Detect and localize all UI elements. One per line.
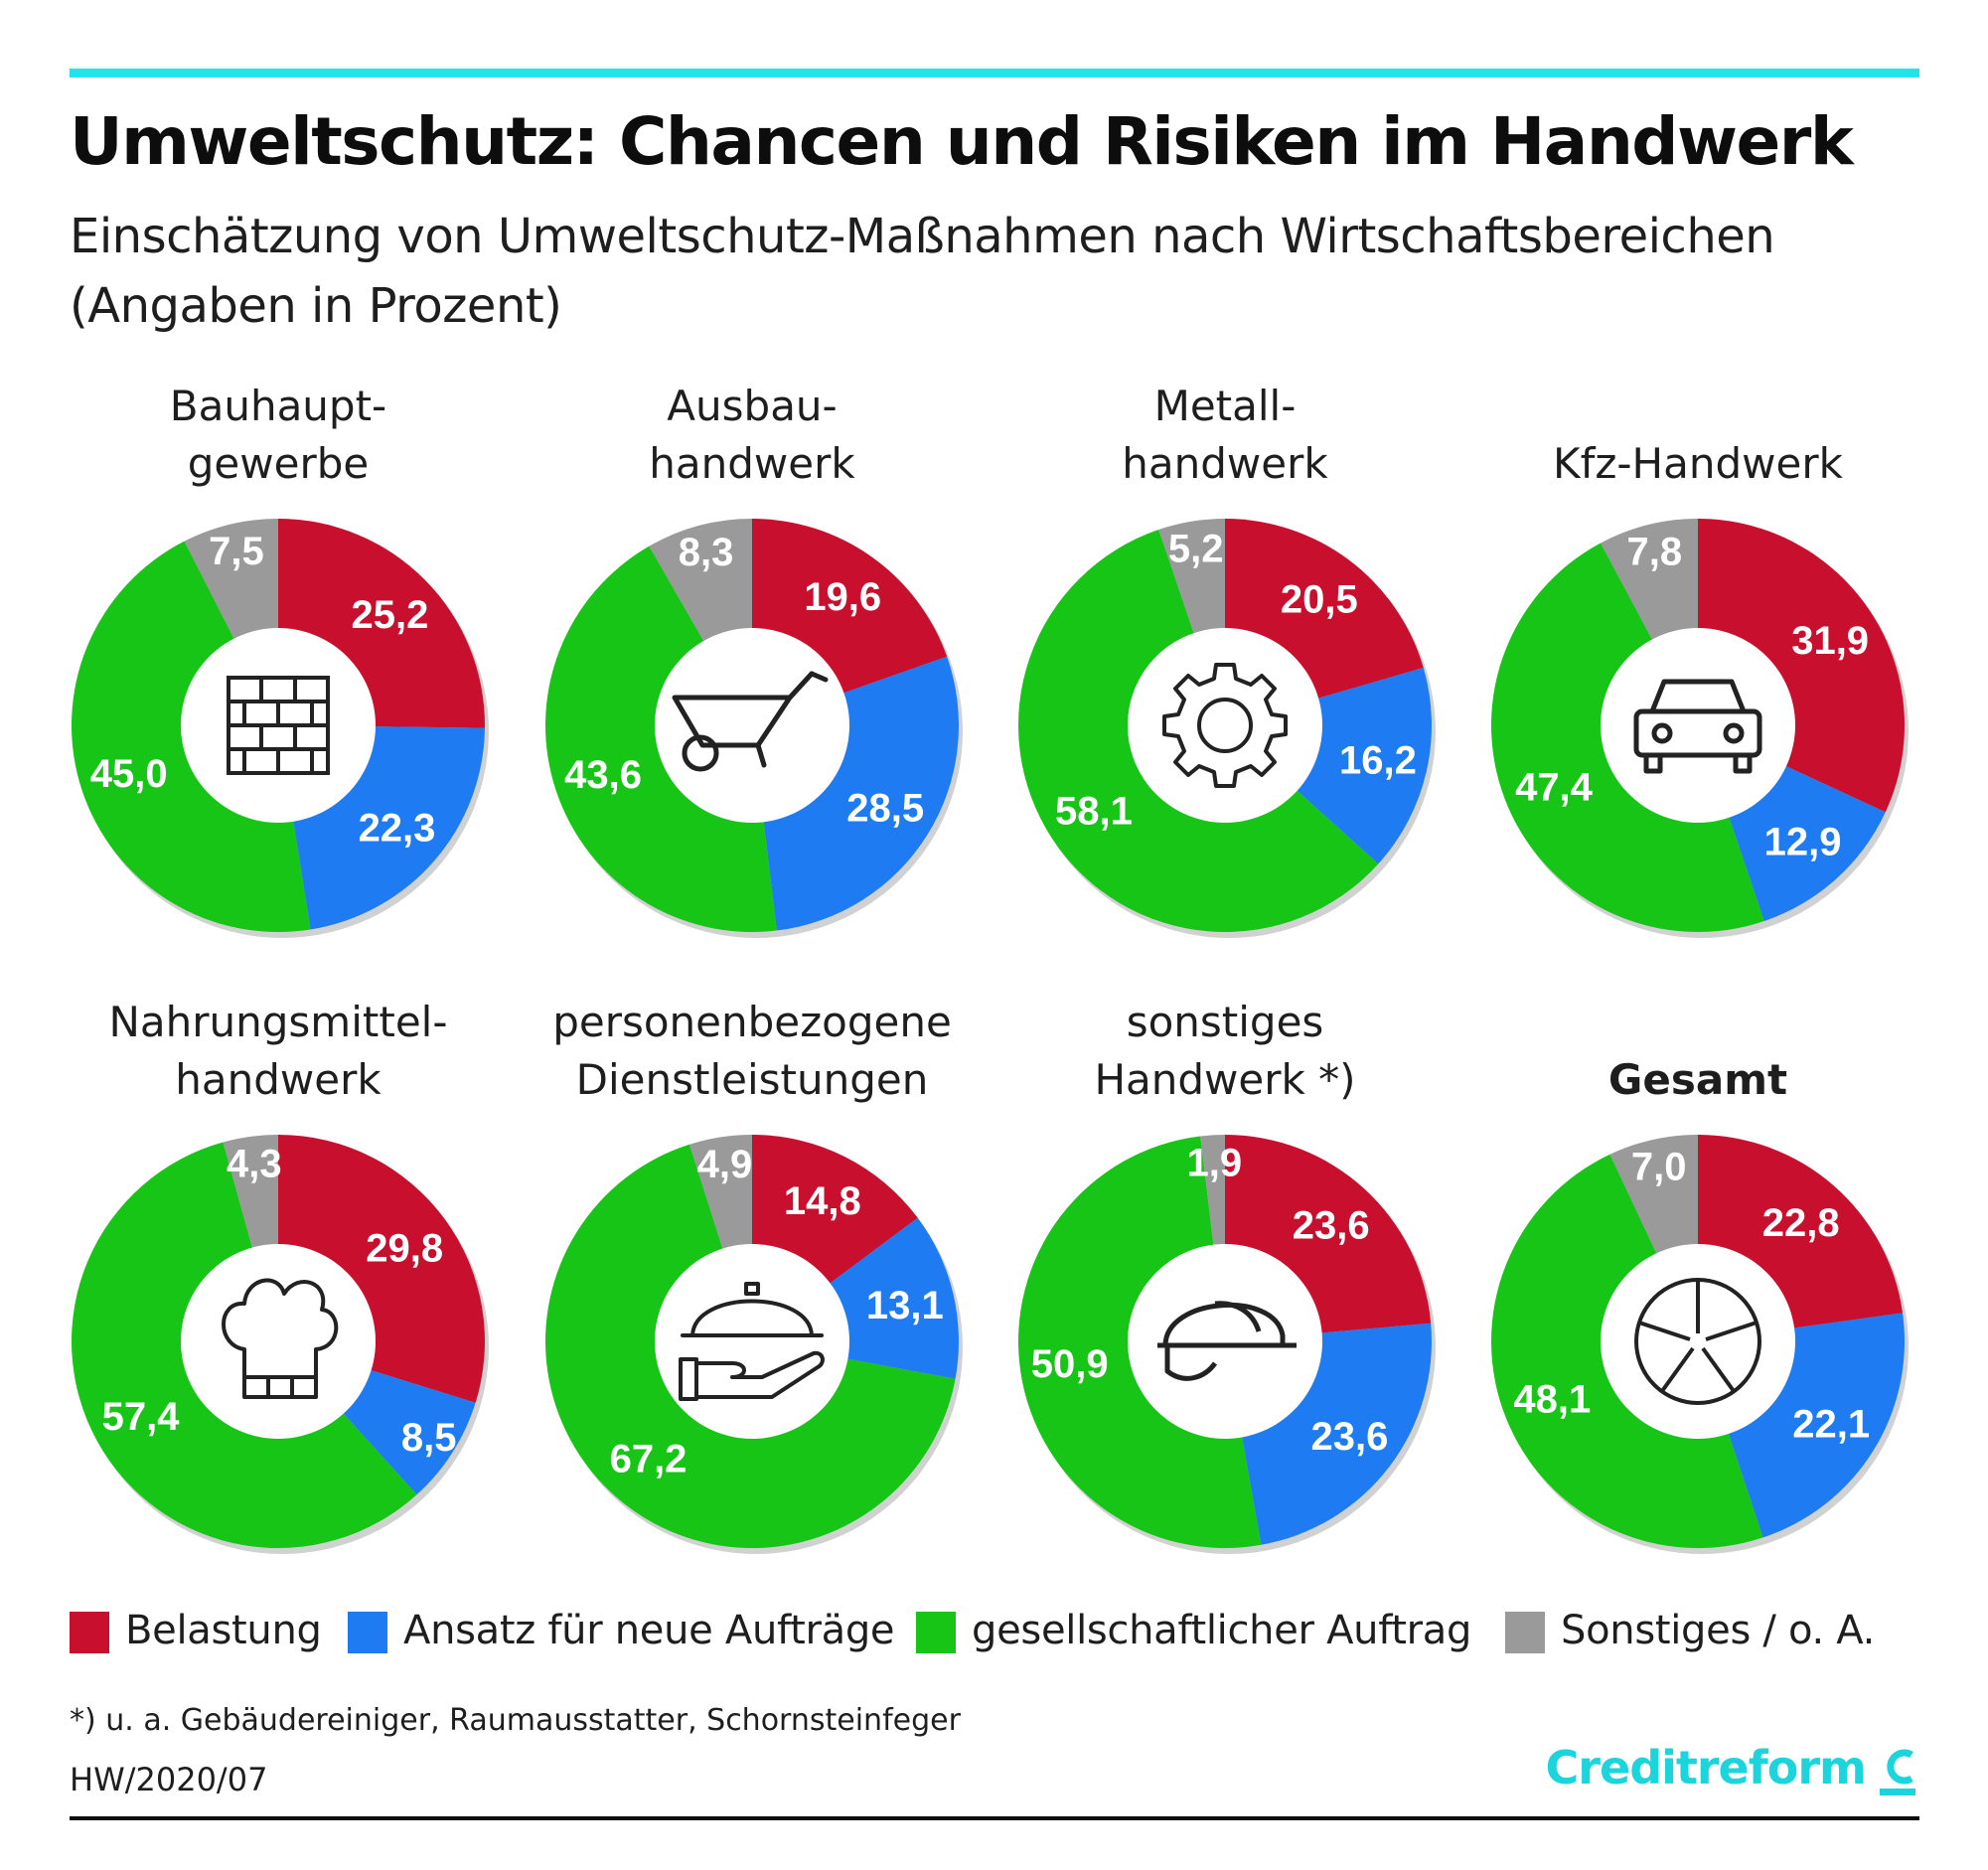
pie-value-label-ansatz: 22,1 [1792, 1402, 1870, 1446]
pie-chart: 31,9 12,9 47,4 7,8 [1490, 519, 1909, 938]
pie-value-label-belastung: 23,6 [1293, 1203, 1370, 1247]
pie-value-label-ansatz: 13,1 [866, 1284, 944, 1327]
pie-value-label-sonstiges: 7,5 [209, 530, 264, 573]
pie-panel: Ausbau-handwerk 19,6 28,5 43,6 8,3 [524, 378, 981, 1013]
pie-chart: 14,8 13,1 67,2 4,9 [545, 1135, 963, 1554]
pie-title-line: Metall- [1153, 382, 1297, 430]
pie-value-label-sonstiges: 1,9 [1186, 1141, 1242, 1184]
pie-center-disc [655, 628, 849, 823]
pie-value-label-belastung: 20,5 [1281, 578, 1358, 622]
pie-panel: sonstiges Handwerk *) 23,6 23,6 50,9 1,9 [996, 994, 1453, 1630]
pie-center-disc [1601, 628, 1795, 823]
pie-value-label-gesellschaftlich: 50,9 [1031, 1342, 1109, 1386]
legend-swatch [1505, 1612, 1545, 1653]
pie-value-label-sonstiges: 8,3 [679, 531, 734, 574]
pie-title-line: Nahrungsmittel- [108, 998, 448, 1046]
pie-center-disc [181, 1244, 376, 1439]
source-code: HW/2020/07 [70, 1761, 268, 1798]
pie-chart: 23,6 23,6 50,9 1,9 [1017, 1135, 1436, 1554]
pie-value-label-gesellschaftlich: 43,6 [564, 753, 642, 797]
pie-title-line: handwerk [1122, 439, 1328, 488]
pie-value-label-gesellschaftlich: 48,1 [1513, 1378, 1591, 1422]
pie-value-label-sonstiges: 5,2 [1168, 527, 1224, 570]
brick-wall-icon [227, 676, 330, 775]
top-accent-line [70, 69, 1919, 78]
pie-value-label-ansatz: 12,9 [1764, 821, 1842, 864]
pie-title-line: Handwerk *) [1094, 1055, 1356, 1104]
pie-center-disc [1601, 1244, 1795, 1439]
pie-value-label-belastung: 29,8 [366, 1226, 443, 1270]
pie-chart: 25,2 22,3 45,0 7,5 [71, 519, 489, 938]
pie-title-line: sonstiges [1126, 998, 1324, 1046]
pie-title-line: Dienstleistungen [575, 1055, 929, 1104]
car-icon [1633, 679, 1762, 774]
pie-value-label-ansatz: 28,5 [846, 786, 924, 830]
pie-value-label-ansatz: 22,3 [359, 806, 436, 850]
pie-value-label-belastung: 25,2 [351, 593, 428, 637]
pie-panel: Gesamt 22,8 22,1 48,1 7,0 [1469, 994, 1926, 1630]
pie-value-label-belastung: 19,6 [804, 575, 881, 619]
pie-title-line: personenbezogene [552, 998, 952, 1046]
pie-value-label-gesellschaftlich: 45,0 [90, 752, 168, 796]
pie-value-label-belastung: 14,8 [784, 1179, 861, 1223]
pie-chart: 29,8 8,5 57,4 4,3 [72, 1135, 489, 1554]
footnote: *) u. a. Gebäudereiniger, Raumausstatter… [70, 1703, 961, 1738]
legend-label: Ansatz für neue Aufträge [403, 1608, 895, 1653]
pie-title-line: Bauhaupt- [169, 382, 387, 430]
chef-hat-icon [222, 1278, 339, 1399]
legend-label: Belastung [125, 1608, 322, 1653]
pie-panel: Kfz-Handwerk 31,9 12,9 47,4 7,8 [1469, 378, 1926, 1013]
pie-title-line: Ausbau- [667, 382, 838, 430]
pie-value-label-belastung: 22,8 [1762, 1201, 1840, 1245]
logo-mark-icon [1880, 1749, 1915, 1795]
legend-swatch [70, 1612, 109, 1653]
pie-panel: Nahrungsmittel-handwerk 29,8 8,5 57,4 4,3 [50, 994, 507, 1630]
pie-title-line: Kfz-Handwerk [1553, 439, 1843, 488]
legend: Belastung Ansatz für neue Aufträge gesel… [70, 1606, 1937, 1661]
pie-title-line: gewerbe [187, 439, 370, 488]
pie-value-label-ansatz: 16,2 [1339, 738, 1417, 782]
pie-center-disc [1128, 1244, 1322, 1439]
legend-label: gesellschaftlicher Auftrag [972, 1608, 1472, 1653]
pie-panel: Metall-handwerk 20,5 16,2 58,1 5,2 [996, 378, 1453, 1013]
legend-swatch [348, 1612, 387, 1653]
pie-value-label-sonstiges: 4,3 [227, 1143, 282, 1186]
hard-hat-icon [1157, 1301, 1297, 1381]
pie-center-disc [1128, 628, 1322, 823]
creditreform-logo: Creditreform [1546, 1741, 1919, 1810]
logo-text: Creditreform [1545, 1741, 1867, 1794]
pie-value-label-ansatz: 23,6 [1311, 1415, 1389, 1459]
legend-label: Sonstiges / o. A. [1561, 1608, 1876, 1653]
pie-value-label-gesellschaftlich: 58,1 [1055, 790, 1133, 834]
pie-center-disc [655, 1244, 849, 1439]
chart-unit-note: (Angaben in Prozent) [70, 278, 562, 334]
gear-icon [1162, 663, 1288, 788]
bottom-rule [70, 1816, 1919, 1820]
pie-title-line: Gesamt [1607, 1055, 1788, 1104]
pie-title-line: handwerk [649, 439, 855, 488]
pie-chart: 19,6 28,5 43,6 8,3 [544, 519, 963, 938]
pie-value-label-sonstiges: 4,9 [697, 1143, 753, 1186]
pie-value-label-sonstiges: 7,8 [1627, 530, 1683, 573]
pie-panel: Bauhaupt-gewerbe 25,2 22,3 45,0 7,5 [50, 378, 507, 1013]
serving-cloche-icon [679, 1282, 825, 1401]
pie-chart: 22,8 22,1 48,1 7,0 [1491, 1135, 1909, 1554]
pie-value-label-ansatz: 8,5 [401, 1416, 457, 1460]
legend-swatch [916, 1612, 956, 1653]
pie-value-label-belastung: 31,9 [1791, 619, 1869, 663]
pie-value-label-gesellschaftlich: 67,2 [610, 1438, 688, 1481]
chart-subtitle: Einschätzung von Umweltschutz-Maßnahmen … [70, 209, 1775, 264]
chart-title: Umweltschutz: Chancen und Risiken im Han… [70, 103, 1854, 180]
pie-slices-icon [1634, 1278, 1761, 1405]
pie-chart: 20,5 16,2 58,1 5,2 [1018, 519, 1436, 938]
pie-value-label-gesellschaftlich: 47,4 [1515, 766, 1594, 810]
pie-value-label-sonstiges: 7,0 [1631, 1145, 1687, 1188]
pie-panel: personenbezogene Dienstleistungen 14,8 13,1… [524, 994, 981, 1630]
pie-value-label-gesellschaftlich: 57,4 [102, 1395, 181, 1439]
pie-title-line: handwerk [175, 1055, 382, 1104]
wheelbarrow-icon [672, 671, 829, 772]
